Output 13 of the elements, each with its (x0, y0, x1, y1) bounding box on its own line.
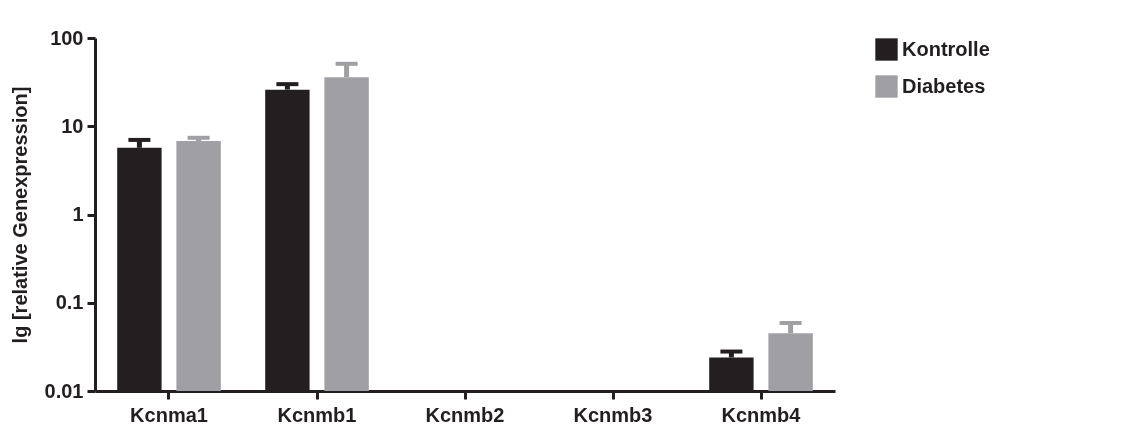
legend-label: Kontrolle (902, 37, 990, 60)
y-axis-title: lg [relative Genexpression] (8, 86, 31, 344)
x-tick-label: Kcnmb1 (277, 403, 357, 424)
y-tick-label: 1 (72, 203, 84, 225)
y-tick-label: 10 (61, 114, 84, 137)
y-tick-label: 0.01 (44, 379, 84, 402)
y-tick-label: 0.1 (55, 291, 84, 314)
x-tick-label: Kcnmb2 (425, 403, 505, 424)
x-tick-label: Kcnmb3 (573, 403, 653, 424)
legend-label: Diabetes (902, 74, 986, 97)
x-tick-label: Kcnma1 (130, 403, 208, 424)
x-tick-label: Kcnmb4 (721, 403, 802, 424)
y-tick-label: 100 (50, 26, 84, 49)
